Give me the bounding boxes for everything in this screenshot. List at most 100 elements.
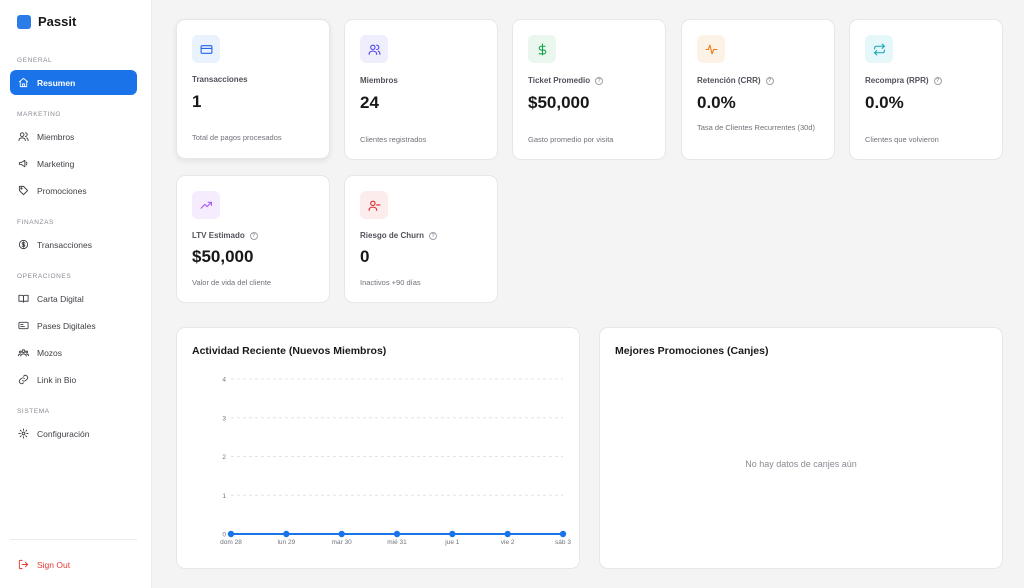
stat-title: Transacciones (192, 75, 248, 84)
sidebar-item-label: Mozos (37, 347, 63, 358)
x-tick-label: sáb 3 (555, 539, 571, 546)
stat-value: 24 (360, 93, 379, 112)
stat-card-retencion[interactable]: Retención (CRR)? 0.0% Tasa de Clientes R… (681, 19, 835, 160)
link-icon (18, 374, 29, 385)
help-icon[interactable]: ? (933, 76, 942, 85)
stat-card-ticket-promedio[interactable]: Ticket Promedio? $50,000 Gasto promedio … (512, 19, 666, 160)
y-tick-label: 4 (222, 377, 226, 384)
stat-card-recompra[interactable]: Recompra (RPR)? 0.0% Clientes que volvie… (849, 19, 1003, 160)
megaphone-icon (18, 159, 28, 168)
sidebar-item-configuracion[interactable]: Configuración (10, 421, 137, 446)
sign-out-button[interactable]: Sign Out (10, 552, 137, 577)
stat-title-text: Riesgo de Churn (360, 231, 425, 240)
sidebar-item-label: Configuración (37, 428, 90, 439)
sidebar-item-transacciones[interactable]: Transacciones (10, 232, 137, 257)
section-label-operaciones: OPERACIONES (17, 273, 72, 280)
stat-title: LTV Estimado? (192, 231, 258, 240)
sidebar-item-label: Link in Bio (37, 374, 77, 385)
stat-subtitle: Clientes que volvieron (865, 135, 939, 144)
sidebar-item-mozos[interactable]: Mozos (10, 340, 137, 365)
sidebar-item-label: Pases Digitales (37, 320, 96, 331)
promotions-title: Mejores Promociones (Canjes) (615, 345, 769, 357)
repeat-icon (865, 35, 893, 63)
stat-subtitle: Total de pagos procesados (192, 133, 282, 142)
data-point[interactable] (227, 530, 235, 538)
sidebar-item-label: Promociones (37, 185, 87, 196)
activity-line-chart: 0 1 2 3 4 dom 28 lun 29 mar 30 mié 31 jue 1 vie 2 s… (220, 377, 571, 547)
stat-card-ltv[interactable]: LTV Estimado? $50,000 Valor de vida del … (176, 175, 330, 303)
y-tick-label: 1 (222, 493, 226, 500)
promotions-empty-message: No hay datos de canjes aún (745, 459, 857, 469)
y-tick-label: 0 (222, 532, 226, 539)
stat-title-text: Retención (CRR) (697, 76, 761, 85)
sidebar-item-promociones[interactable]: Promociones (10, 178, 137, 203)
id-card-icon (18, 321, 29, 330)
data-point[interactable] (283, 530, 290, 538)
stat-title: Ticket Promedio? (528, 76, 604, 85)
home-icon (18, 77, 29, 88)
brand[interactable]: Passit (17, 14, 76, 29)
stat-value: $50,000 (192, 247, 254, 266)
sidebar-item-resumen[interactable]: Resumen (10, 70, 137, 95)
stat-title: Recompra (RPR)? (865, 76, 942, 85)
trending-up-icon (192, 191, 220, 219)
data-point[interactable] (338, 530, 345, 538)
stat-value: 1 (192, 92, 202, 111)
help-icon[interactable]: ? (595, 76, 604, 85)
stat-subtitle: Gasto promedio por visita (528, 135, 614, 144)
dollar-icon (528, 35, 556, 63)
stat-title: Retención (CRR)? (697, 76, 774, 85)
y-tick-label: 3 (222, 415, 226, 422)
dollar-circle-icon (18, 239, 29, 250)
stat-card-transacciones[interactable]: Transacciones 1 Total de pagos procesado… (176, 19, 330, 159)
data-point[interactable] (559, 530, 567, 538)
sidebar-divider (10, 539, 137, 540)
sidebar-item-label: Carta Digital (37, 293, 84, 304)
sidebar-item-label: Resumen (37, 77, 76, 88)
data-point[interactable] (449, 530, 456, 538)
sidebar-item-link-in-bio[interactable]: Link in Bio (10, 367, 137, 392)
x-tick-label: lun 29 (277, 539, 295, 546)
y-tick-label: 2 (222, 454, 226, 461)
data-point[interactable] (504, 530, 511, 538)
stat-title: Miembros (360, 76, 398, 85)
sign-out-label: Sign Out (37, 559, 71, 570)
credit-card-icon (192, 35, 220, 63)
x-tick-label: dom 28 (220, 539, 242, 546)
help-icon[interactable]: ? (429, 231, 438, 240)
sidebar-item-pases-digitales[interactable]: Pases Digitales (10, 313, 137, 338)
x-tick-label: mié 31 (387, 539, 407, 546)
user-minus-icon (360, 191, 388, 219)
stat-card-miembros[interactable]: Miembros 24 Clientes registrados (344, 19, 498, 160)
help-icon[interactable]: ? (249, 231, 258, 240)
sidebar-item-label: Miembros (37, 131, 75, 142)
sidebar-item-marketing[interactable]: Marketing (10, 151, 137, 176)
gear-icon (18, 428, 29, 439)
stat-value: 0.0% (865, 93, 904, 112)
stat-subtitle: Valor de vida del cliente (192, 278, 272, 287)
tag-icon (18, 185, 29, 196)
stat-title-text: Ticket Promedio (528, 76, 591, 85)
activity-chart-title: Actividad Reciente (Nuevos Miembros) (192, 345, 387, 357)
stat-title-text: Recompra (RPR) (865, 76, 929, 85)
stat-subtitle: Inactivos +90 días (360, 278, 421, 287)
logout-icon (18, 559, 29, 570)
section-label-sistema: SISTEMA (17, 408, 50, 415)
stat-card-churn[interactable]: Riesgo de Churn? 0 Inactivos +90 días (344, 175, 498, 303)
users-group-icon (18, 349, 29, 357)
activity-chart-panel: Actividad Reciente (Nuevos Miembros) 0 1 2… (176, 327, 580, 569)
stat-subtitle: Tasa de Clientes Recurrentes (30d) (697, 123, 815, 132)
users-icon (18, 132, 29, 142)
stat-value: 0.0% (697, 93, 736, 112)
sidebar-item-label: Marketing (37, 158, 75, 169)
sidebar: Passit GENERAL Resumen MARKETING Miembro… (0, 0, 152, 588)
sidebar-item-carta-digital[interactable]: Carta Digital (10, 286, 137, 311)
book-icon (18, 294, 29, 303)
sidebar-item-miembros[interactable]: Miembros (10, 124, 137, 149)
help-icon[interactable]: ? (765, 76, 774, 85)
x-tick-label: vie 2 (501, 539, 515, 546)
activity-icon (697, 35, 725, 63)
section-label-marketing: MARKETING (17, 111, 62, 118)
x-tick-label: jue 1 (444, 539, 459, 546)
data-point[interactable] (393, 530, 401, 538)
